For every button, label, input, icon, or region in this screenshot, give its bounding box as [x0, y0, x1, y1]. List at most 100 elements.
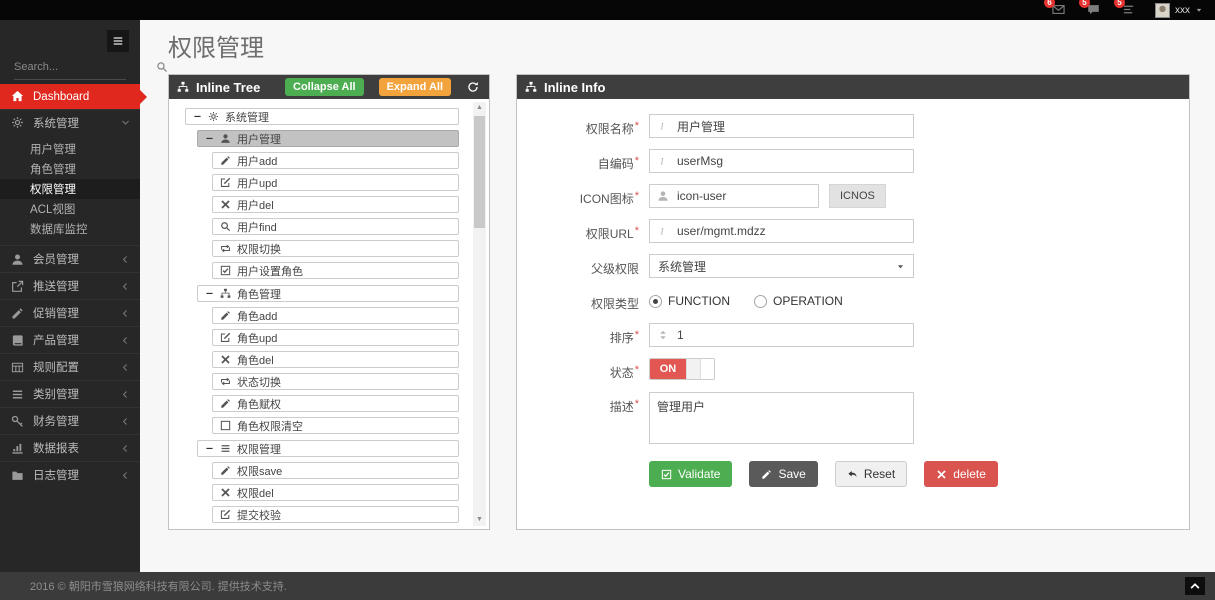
scroll-down-arrow-icon[interactable]: ▼	[476, 516, 483, 523]
tree-node[interactable]: 系统管理	[185, 108, 459, 125]
icon-input[interactable]	[650, 185, 818, 207]
italic-icon: I	[657, 120, 669, 132]
sidebar-item-category-mgmt[interactable]: 类别管理	[0, 380, 140, 407]
tree-node[interactable]: 角色upd	[212, 329, 459, 346]
notification-badge: 6	[1044, 0, 1055, 8]
sidebar-item-member-mgmt[interactable]: 会员管理	[0, 245, 140, 272]
radio-operation[interactable]: OPERATION	[754, 294, 843, 308]
tree-node-label: 用户设置角色	[237, 265, 303, 278]
sidebar-item-product-mgmt[interactable]: 产品管理	[0, 326, 140, 353]
tree-node[interactable]: 状态切换	[212, 373, 459, 390]
permission-name-input[interactable]	[650, 115, 913, 137]
tree-node[interactable]: 用户add	[212, 152, 459, 169]
refresh-icon[interactable]	[467, 81, 479, 93]
pencil-icon	[220, 155, 231, 166]
sidebar-item-label: 规则配置	[33, 362, 79, 374]
tree-node[interactable]: 角色权限清空	[212, 417, 459, 434]
cogs-icon	[10, 116, 24, 129]
form-row-status: 状态* ON	[517, 358, 1189, 381]
minus-icon[interactable]	[193, 112, 202, 121]
tree-node-label: 权限切换	[237, 243, 281, 256]
search-input[interactable]	[14, 60, 156, 73]
sidebar-item-role-mgmt[interactable]: 角色管理	[30, 164, 76, 176]
tree-node-label: 权限管理	[237, 443, 281, 456]
tree-node[interactable]: 权限del	[212, 484, 459, 501]
scroll-to-top-button[interactable]	[1185, 577, 1205, 595]
status-toggle[interactable]: ON	[649, 358, 715, 380]
pencil-icon	[220, 310, 231, 321]
list-icon	[10, 388, 24, 401]
tree-node[interactable]: 权限管理	[197, 440, 459, 457]
field-label: 权限类型	[590, 297, 639, 311]
share-icon	[10, 280, 24, 293]
home-icon	[10, 90, 24, 103]
chevron-left-icon	[121, 390, 130, 399]
icon-input-wrap	[649, 184, 819, 208]
button-label: Validate	[678, 467, 721, 481]
tree-node-label: 角色权限清空	[237, 420, 303, 433]
form-row-permission-name: 权限名称* I	[517, 114, 1189, 138]
radio-dot-icon	[754, 294, 767, 308]
tree-node[interactable]: 用户del	[212, 196, 459, 213]
tree-node[interactable]: 权限切换	[212, 240, 459, 257]
inline-tree-header: Inline Tree Collapse All Expand All	[169, 75, 489, 99]
tree-node[interactable]: 角色赋权	[212, 395, 459, 412]
radio-function[interactable]: FUNCTION	[649, 294, 730, 308]
tree-node[interactable]: 用户管理	[197, 130, 459, 147]
tree-node[interactable]: 用户find	[212, 218, 459, 235]
minus-icon[interactable]	[205, 444, 214, 453]
sidebar-item-user-mgmt[interactable]: 用户管理	[30, 144, 76, 156]
key-icon	[10, 415, 24, 428]
tree-node[interactable]: 角色add	[212, 307, 459, 324]
sidebar-item-log-mgmt[interactable]: 日志管理	[0, 461, 140, 488]
sidebar-item-finance-mgmt[interactable]: 财务管理	[0, 407, 140, 434]
expand-all-button[interactable]: Expand All	[378, 78, 451, 96]
notification-tasks[interactable]: 5	[1114, 0, 1135, 21]
tree-scrollbar[interactable]: ▲ ▼	[473, 102, 486, 526]
sidebar-toggle-button[interactable]	[107, 30, 129, 52]
tree-node[interactable]: 用户设置角色	[212, 262, 459, 279]
sidebar-item-acl-view[interactable]: ACL视图	[30, 204, 76, 216]
tree-node[interactable]: 角色del	[212, 351, 459, 368]
tree-node[interactable]: 用户upd	[212, 174, 459, 191]
inline-tree-title: Inline Tree	[196, 79, 261, 95]
minus-icon[interactable]	[205, 134, 214, 143]
url-input[interactable]	[650, 220, 913, 242]
notification-alerts[interactable]: 5	[1079, 0, 1100, 21]
main-content: 权限管理 Inline Tree Collapse All Expand All…	[140, 20, 1215, 572]
user-menu[interactable]: xxx	[1155, 2, 1203, 18]
validate-button[interactable]: Validate	[649, 461, 733, 487]
tree-node[interactable]: 提交校验	[212, 506, 459, 523]
tree-node-label: 权限save	[237, 465, 283, 478]
sidebar-item-dashboard[interactable]: Dashboard	[0, 84, 147, 109]
minus-icon[interactable]	[205, 289, 214, 298]
description-textarea[interactable]	[649, 392, 914, 444]
parent-select[interactable]: 系统管理	[649, 254, 914, 278]
save-button[interactable]: Save	[749, 461, 818, 487]
delete-button[interactable]: delete	[924, 461, 998, 487]
collapse-all-button[interactable]: Collapse All	[285, 78, 364, 96]
icon-picker-button[interactable]: ICNOS	[829, 184, 886, 208]
permission-name-input-wrap: I	[649, 114, 914, 138]
sidebar-item-data-report[interactable]: 数据报表	[0, 434, 140, 461]
sidebar-item-push-mgmt[interactable]: 推送管理	[0, 272, 140, 299]
notification-badge: 5	[1079, 0, 1090, 8]
tree-node[interactable]: 角色管理	[197, 285, 459, 302]
sidebar-item-db-monitor[interactable]: 数据库监控	[30, 224, 88, 236]
reply-icon	[847, 469, 858, 480]
field-label: 排序*	[609, 329, 639, 345]
search-icon[interactable]	[156, 61, 168, 73]
sidebar-item-system-mgmt[interactable]: 系统管理	[0, 109, 140, 135]
code-input[interactable]	[650, 150, 913, 172]
user-icon	[657, 190, 669, 202]
sort-input[interactable]	[650, 324, 913, 346]
tree-node[interactable]: 权限save	[212, 462, 459, 479]
sidebar-item-rule-config[interactable]: 规则配置	[0, 353, 140, 380]
scrollbar-thumb[interactable]	[474, 116, 485, 228]
scroll-up-arrow-icon[interactable]: ▲	[476, 104, 483, 111]
sidebar-item-promo-mgmt[interactable]: 促销管理	[0, 299, 140, 326]
reset-button[interactable]: Reset	[834, 461, 908, 487]
sidebar-item-permission-mgmt[interactable]: 权限管理	[0, 179, 140, 199]
notification-messages[interactable]: 6	[1044, 0, 1065, 21]
form-row-type: 权限类型 FUNCTION OPERATION	[517, 289, 1189, 312]
